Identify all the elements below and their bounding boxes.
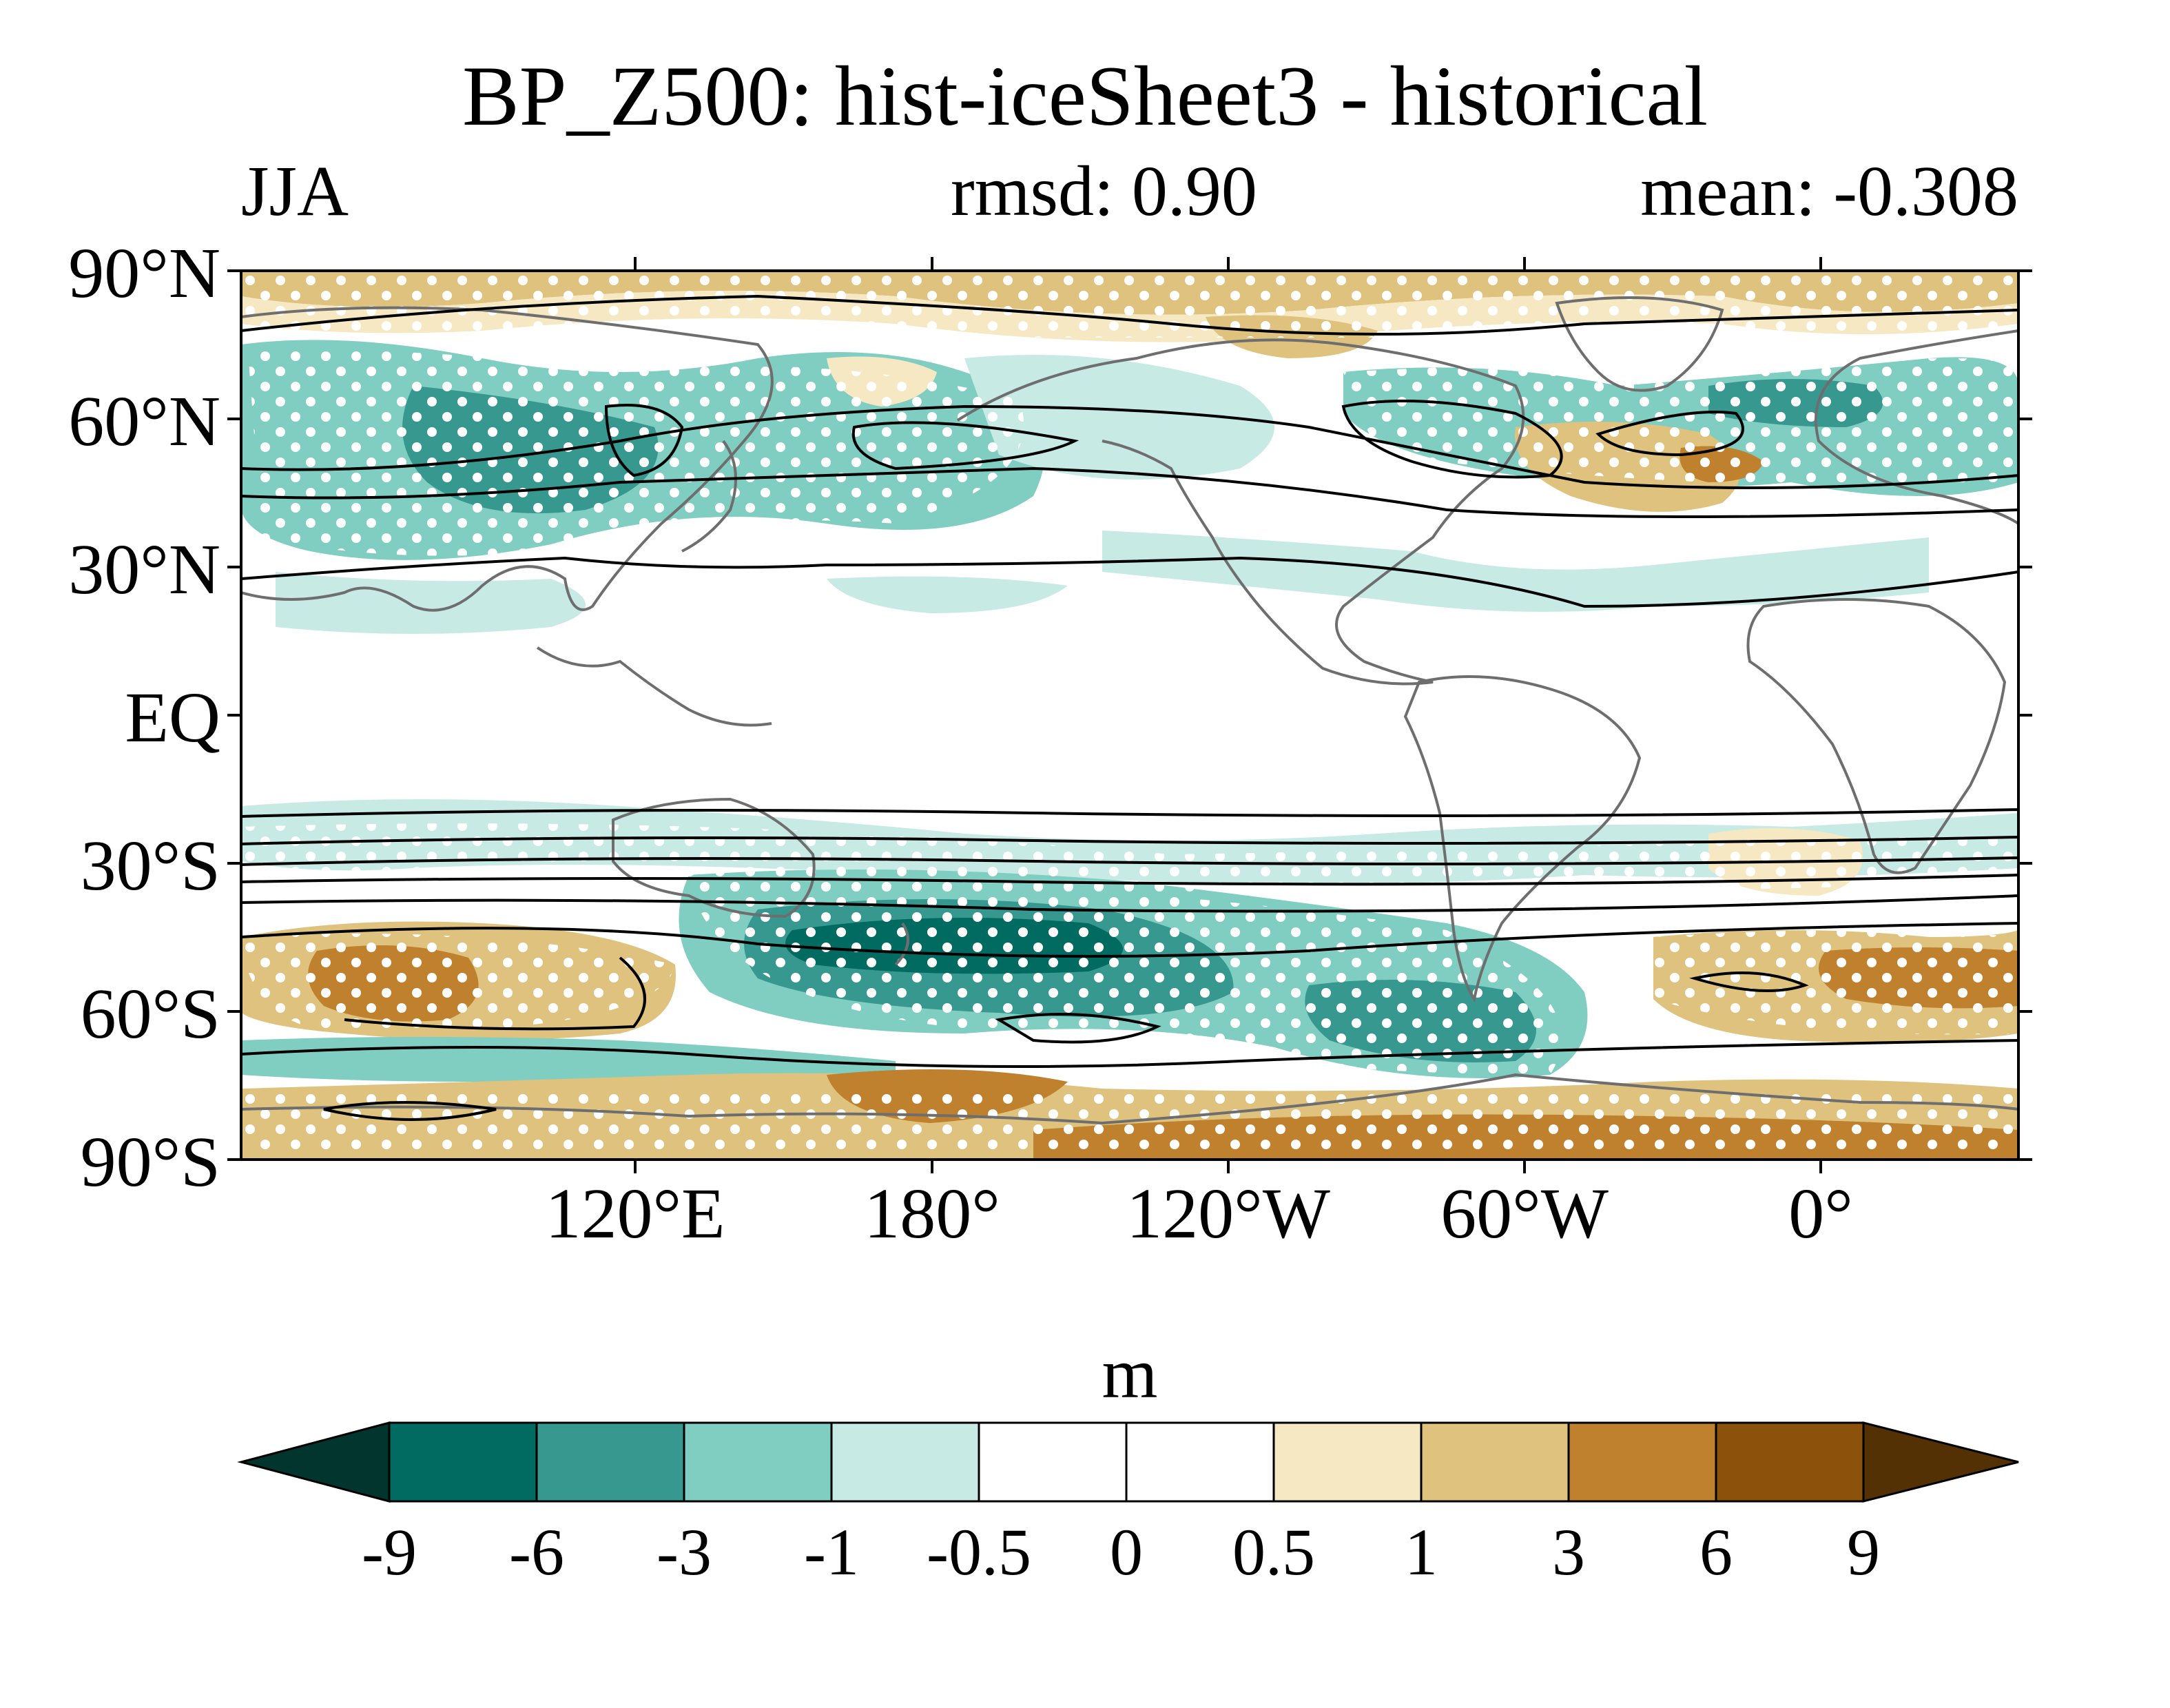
colorbar-label: -3 <box>657 1515 712 1589</box>
colorbar-label: 0 <box>1110 1515 1143 1589</box>
colorbar-label: -0.5 <box>927 1515 1031 1589</box>
colorbar-bin <box>978 1421 1128 1503</box>
lon-label-120e: 120°E <box>545 1174 725 1253</box>
colorbar-label: 0.5 <box>1232 1515 1315 1589</box>
map-area <box>241 271 2018 1160</box>
colorbar-high-arrow <box>1862 1421 2019 1503</box>
lat-label-30n: 30°N <box>68 530 220 609</box>
colorbar <box>237 1421 2019 1503</box>
colorbar-bin <box>388 1421 538 1503</box>
contour-lines <box>241 294 2018 1121</box>
lon-label-60w: 60°W <box>1440 1174 1609 1253</box>
colorbar-bin <box>1715 1421 1865 1503</box>
colorbar-bin <box>535 1421 685 1503</box>
colorbar-label: 3 <box>1552 1515 1585 1589</box>
colorbar-label: 9 <box>1847 1515 1880 1589</box>
colorbar-bin <box>1125 1421 1275 1503</box>
lat-label-90n: 90°N <box>68 234 220 313</box>
colorbar-label: -9 <box>362 1515 417 1589</box>
colorbar-label: 1 <box>1405 1515 1438 1589</box>
mean-label: mean: -0.308 <box>1640 152 2018 231</box>
colorbar-bin <box>1567 1421 1717 1503</box>
lon-label-0: 0° <box>1788 1174 1853 1253</box>
rmsd-label: rmsd: 0.90 <box>951 152 1257 231</box>
colorbar-bin <box>1272 1421 1423 1503</box>
lat-label-60n: 60°N <box>68 382 220 461</box>
lat-label-90s: 90°S <box>80 1122 220 1202</box>
plot-title: BP_Z500: hist-iceSheet3 - historical <box>462 49 1708 143</box>
lat-label-60s: 60°S <box>80 974 220 1053</box>
lon-label-180: 180° <box>864 1174 1000 1253</box>
coastlines <box>241 296 2018 1125</box>
season-label: JJA <box>241 152 349 231</box>
colorbar-low-arrow <box>237 1421 391 1503</box>
colorbar-bin <box>1420 1421 1570 1503</box>
axis-ticks <box>227 257 2032 1173</box>
colorbar-bin <box>830 1421 980 1503</box>
colorbar-bin <box>683 1421 833 1503</box>
lon-label-120w: 120°W <box>1126 1174 1330 1253</box>
lat-label-eq: EQ <box>125 678 220 757</box>
lat-label-30s: 30°S <box>80 826 220 905</box>
colorbar-label: -6 <box>509 1515 564 1589</box>
colorbar-units: m <box>1102 1334 1158 1413</box>
colorbar-label: -1 <box>804 1515 859 1589</box>
colorbar-label: 6 <box>1699 1515 1733 1589</box>
